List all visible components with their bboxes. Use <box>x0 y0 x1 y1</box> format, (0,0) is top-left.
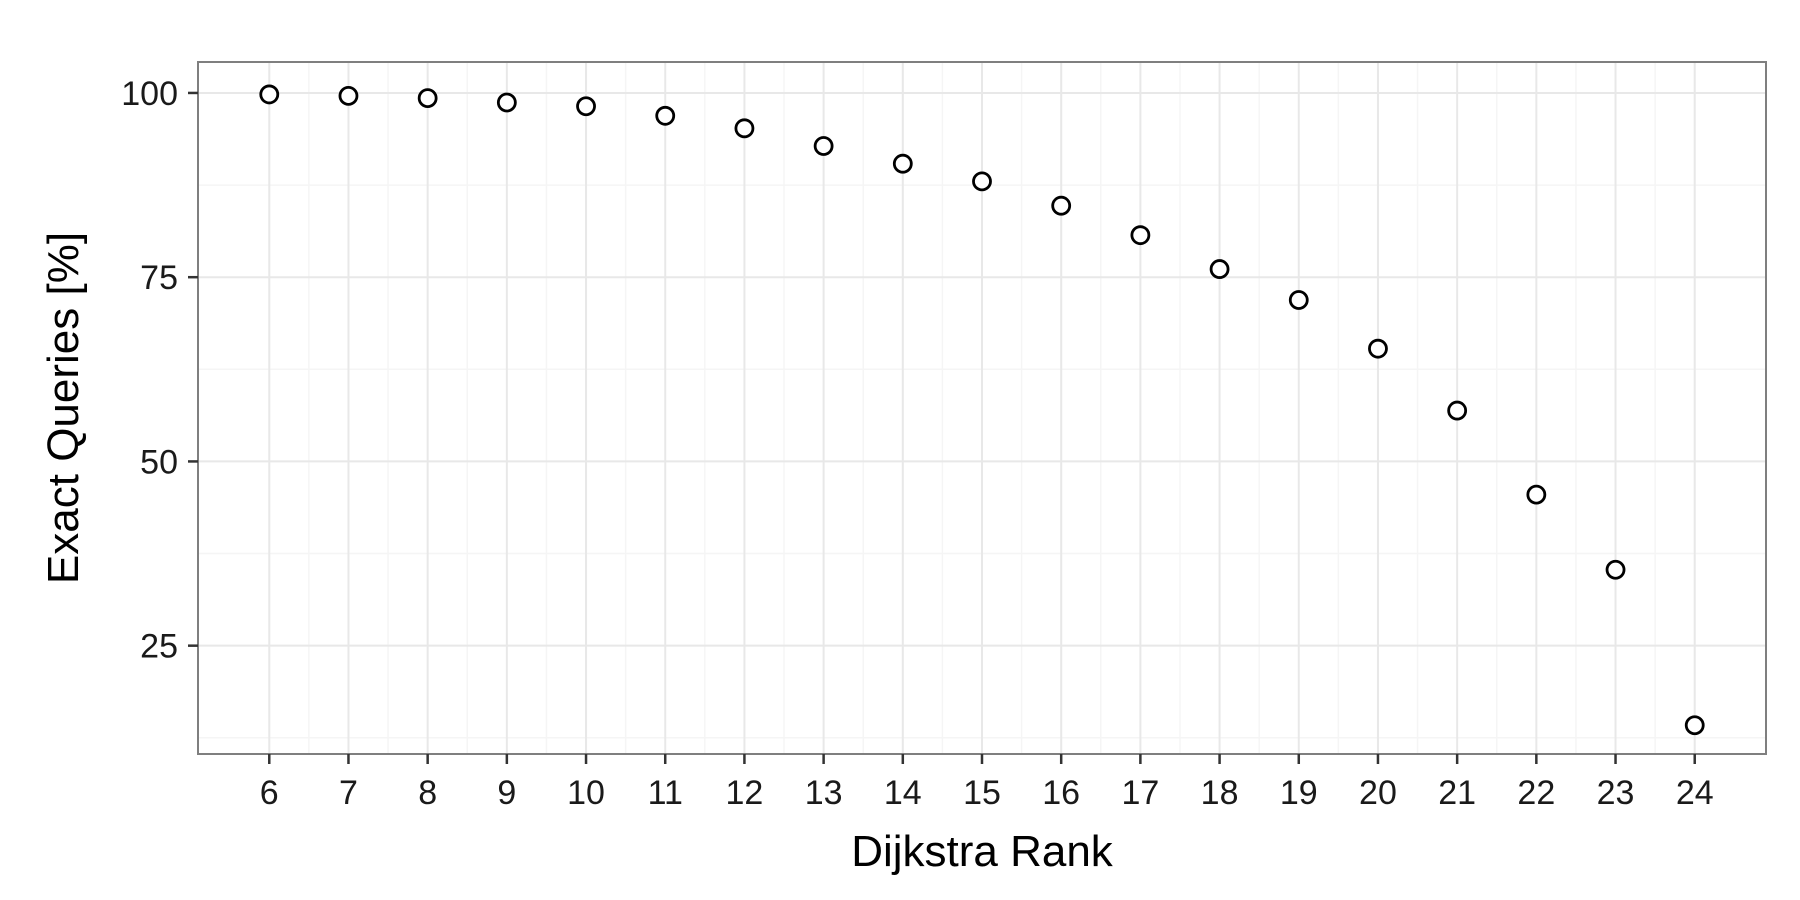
x-tick-label: 17 <box>1121 774 1159 812</box>
data-point <box>1209 259 1230 279</box>
data-point <box>1051 195 1072 216</box>
data-point <box>734 118 755 139</box>
data-point <box>259 84 280 105</box>
x-tick-label: 22 <box>1517 774 1555 812</box>
x-tick-label: 19 <box>1280 774 1318 812</box>
y-tick-label: 50 <box>140 443 178 481</box>
x-tick-label: 24 <box>1676 774 1714 812</box>
x-tick-label: 20 <box>1359 774 1397 812</box>
y-axis-ticks: 25 50 75 100 <box>121 75 198 666</box>
x-tick-label: 21 <box>1438 774 1476 812</box>
x-tick-label: 14 <box>884 774 922 812</box>
x-tick-label: 16 <box>1042 774 1080 812</box>
data-point <box>1368 338 1388 359</box>
data-points <box>259 84 1705 736</box>
x-axis-title: Dijkstra Rank <box>851 827 1114 876</box>
x-tick-label: 15 <box>963 774 1001 812</box>
data-point <box>1130 225 1151 246</box>
x-tick-label: 8 <box>418 774 437 812</box>
data-point <box>813 136 834 156</box>
data-point <box>1288 290 1309 310</box>
y-tick-label: 75 <box>140 259 178 297</box>
x-tick-label: 13 <box>805 774 843 812</box>
x-tick-label: 11 <box>648 774 683 812</box>
data-point <box>1684 715 1705 736</box>
data-point <box>655 105 676 126</box>
y-tick-label: 100 <box>121 75 178 113</box>
data-point <box>496 92 517 113</box>
x-tick-label: 18 <box>1201 774 1239 812</box>
x-tick-label: 6 <box>260 774 279 812</box>
y-axis-title: Exact Queries [%] <box>39 232 88 584</box>
x-tick-label: 23 <box>1597 774 1635 812</box>
x-tick-label: 9 <box>497 774 516 812</box>
data-point <box>1447 400 1468 421</box>
x-axis-ticks: 6 7 8 9 10 11 12 13 14 15 16 17 18 19 20 21 22 23 24 <box>260 754 1714 812</box>
data-point <box>892 153 913 174</box>
y-tick-label: 25 <box>140 628 178 666</box>
x-tick-label: 12 <box>726 774 764 812</box>
data-point <box>338 85 359 106</box>
data-point <box>576 96 596 117</box>
data-point <box>417 88 438 109</box>
data-point <box>1605 559 1626 580</box>
minor-gridlines <box>198 62 1766 754</box>
x-tick-label: 7 <box>339 774 358 812</box>
x-tick-label: 10 <box>567 774 605 812</box>
data-point <box>972 171 992 192</box>
major-gridlines <box>198 62 1766 754</box>
data-point <box>1526 484 1547 505</box>
